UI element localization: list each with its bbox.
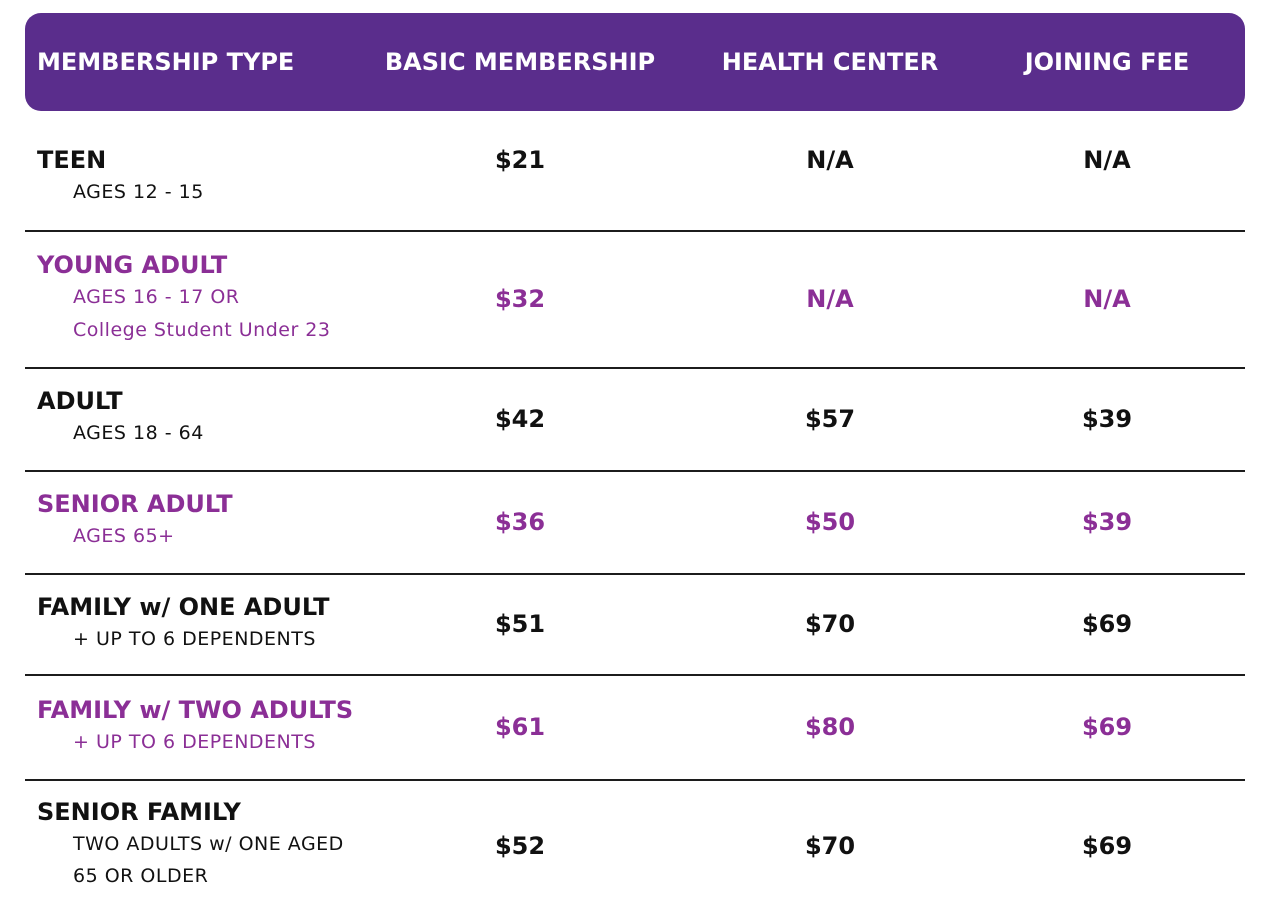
row-subtext: AGES 16 - 17 OR [73, 286, 240, 308]
table-row: YOUNG ADULT AGES 16 - 17 OR College Stud… [25, 232, 1245, 369]
basic-membership-price: $21 [494, 146, 546, 174]
health-center-price: N/A [806, 285, 854, 313]
basic-membership-price: $51 [494, 610, 546, 638]
basic-membership-price: $52 [494, 832, 546, 860]
table-row: TEEN AGES 12 - 15 $21 N/A N/A [25, 111, 1245, 232]
basic-membership-price: $61 [494, 713, 546, 741]
header-health-center: HEALTH CENTER [721, 48, 939, 76]
row-subtext: 65 OR OLDER [73, 865, 209, 887]
joining-fee-price: N/A [1083, 285, 1131, 313]
table-header: MEMBERSHIP TYPE BASIC MEMBERSHIP HEALTH … [25, 13, 1245, 111]
header-joining-fee: JOINING FEE [1024, 48, 1190, 76]
row-name: SENIOR ADULT [37, 490, 233, 518]
health-center-price: N/A [806, 146, 854, 174]
row-name: ADULT [37, 387, 123, 415]
row-name: YOUNG ADULT [37, 251, 228, 279]
joining-fee-price: $39 [1081, 508, 1133, 536]
row-subtext: + UP TO 6 DEPENDENTS [73, 628, 316, 650]
header-membership-type: MEMBERSHIP TYPE [37, 48, 295, 76]
joining-fee-price: $69 [1081, 713, 1133, 741]
joining-fee-price: N/A [1083, 146, 1131, 174]
row-name: TEEN [37, 146, 107, 174]
health-center-price: $70 [804, 832, 856, 860]
row-subtext: AGES 12 - 15 [73, 181, 204, 203]
row-name: FAMILY w/ ONE ADULT [37, 593, 330, 621]
table-row: FAMILY w/ ONE ADULT + UP TO 6 DEPENDENTS… [25, 575, 1245, 676]
row-name: SENIOR FAMILY [37, 798, 241, 826]
basic-membership-price: $42 [494, 405, 546, 433]
health-center-price: $70 [804, 610, 856, 638]
row-subtext: AGES 65+ [73, 525, 175, 547]
row-subtext: AGES 18 - 64 [73, 422, 204, 444]
header-basic-membership: BASIC MEMBERSHIP [384, 48, 656, 76]
joining-fee-price: $69 [1081, 832, 1133, 860]
health-center-price: $50 [804, 508, 856, 536]
table-row: SENIOR ADULT AGES 65+ $36 $50 $39 [25, 472, 1245, 575]
table-row: SENIOR FAMILY TWO ADULTS w/ ONE AGED 65 … [25, 781, 1245, 916]
row-subtext: TWO ADULTS w/ ONE AGED [73, 833, 344, 855]
health-center-price: $57 [804, 405, 856, 433]
row-subtext: + UP TO 6 DEPENDENTS [73, 731, 316, 753]
row-name: FAMILY w/ TWO ADULTS [37, 696, 354, 724]
basic-membership-price: $36 [494, 508, 546, 536]
joining-fee-price: $69 [1081, 610, 1133, 638]
table-row: FAMILY w/ TWO ADULTS + UP TO 6 DEPENDENT… [25, 676, 1245, 781]
row-subtext: College Student Under 23 [73, 319, 331, 341]
health-center-price: $80 [804, 713, 856, 741]
basic-membership-price: $32 [494, 285, 546, 313]
table-row: ADULT AGES 18 - 64 $42 $57 $39 [25, 369, 1245, 472]
joining-fee-price: $39 [1081, 405, 1133, 433]
